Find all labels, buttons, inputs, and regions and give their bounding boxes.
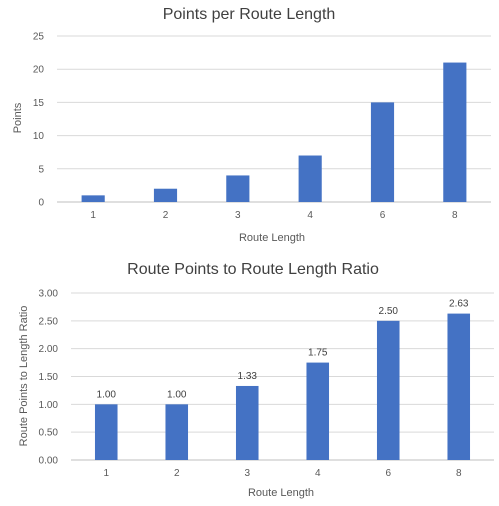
y-tick-label: 15 <box>33 98 45 109</box>
x-tick-label: 8 <box>452 210 458 221</box>
y-tick-label: 20 <box>33 65 45 76</box>
y-tick-label: 0.50 <box>39 428 59 439</box>
chart-title: Route Points to Route Length Ratio <box>127 261 379 278</box>
bar <box>154 189 177 202</box>
y-tick-label: 10 <box>33 131 45 142</box>
x-tick-label: 8 <box>456 468 462 479</box>
data-label: 1.00 <box>167 389 187 400</box>
x-tick-label: 6 <box>385 468 391 479</box>
gridlines <box>71 293 494 460</box>
x-tick-labels: 1 2 3 4 6 8 <box>103 468 462 479</box>
y-axis-label: Points <box>12 102 24 133</box>
data-label: 1.00 <box>97 389 117 400</box>
x-tick-label: 4 <box>307 210 313 221</box>
x-tick-labels: 1 2 3 4 6 8 <box>90 210 458 221</box>
x-tick-label: 6 <box>380 210 386 221</box>
y-tick-label: 0.00 <box>39 456 59 467</box>
gridlines <box>57 36 491 202</box>
y-tick-label: 5 <box>38 164 44 175</box>
y-tick-label: 3.00 <box>39 289 59 300</box>
bar <box>443 63 466 202</box>
y-axis-label: Route Points to Length Ratio <box>18 306 30 447</box>
y-tick-labels: 0 5 10 15 20 25 <box>33 32 45 209</box>
chart-route-points-to-length-ratio: Route Points to Route Length Ratio 0.000… <box>18 261 494 499</box>
x-tick-label: 1 <box>103 468 109 479</box>
chart-title: Points per Route Length <box>163 6 336 23</box>
bar <box>447 314 470 460</box>
bar <box>82 195 105 202</box>
data-label: 1.33 <box>238 371 258 382</box>
y-tick-label: 1.50 <box>39 372 59 383</box>
x-tick-label: 2 <box>174 468 180 479</box>
x-tick-label: 1 <box>90 210 96 221</box>
y-tick-label: 2.00 <box>39 344 59 355</box>
chart-points-per-route-length: Points per Route Length 0 5 10 15 20 25 1 2 3 4 6… <box>12 6 491 244</box>
data-label: 2.63 <box>449 299 469 310</box>
bars <box>95 314 470 460</box>
bar <box>371 102 394 202</box>
y-tick-labels: 0.00 0.50 1.00 1.50 2.00 2.50 3.00 <box>39 289 59 467</box>
bar <box>377 321 400 460</box>
x-axis-label: Route Length <box>239 232 305 244</box>
x-tick-label: 3 <box>244 468 250 479</box>
y-tick-label: 2.50 <box>39 316 59 327</box>
bar <box>95 404 118 460</box>
bar <box>236 386 259 460</box>
y-tick-label: 0 <box>38 198 44 209</box>
data-label: 2.50 <box>379 306 399 317</box>
x-tick-label: 3 <box>235 210 241 221</box>
x-tick-label: 4 <box>315 468 321 479</box>
bar <box>306 363 329 460</box>
bar <box>165 404 188 460</box>
bar <box>226 175 249 202</box>
data-label: 1.75 <box>308 348 328 359</box>
bars <box>82 63 467 202</box>
x-tick-label: 2 <box>163 210 169 221</box>
y-tick-label: 1.00 <box>39 400 59 411</box>
x-axis-label: Route Length <box>248 487 314 499</box>
bar <box>299 156 322 202</box>
data-labels: 1.00 1.00 1.33 1.75 2.50 2.63 <box>97 299 469 401</box>
y-tick-label: 25 <box>33 32 45 43</box>
